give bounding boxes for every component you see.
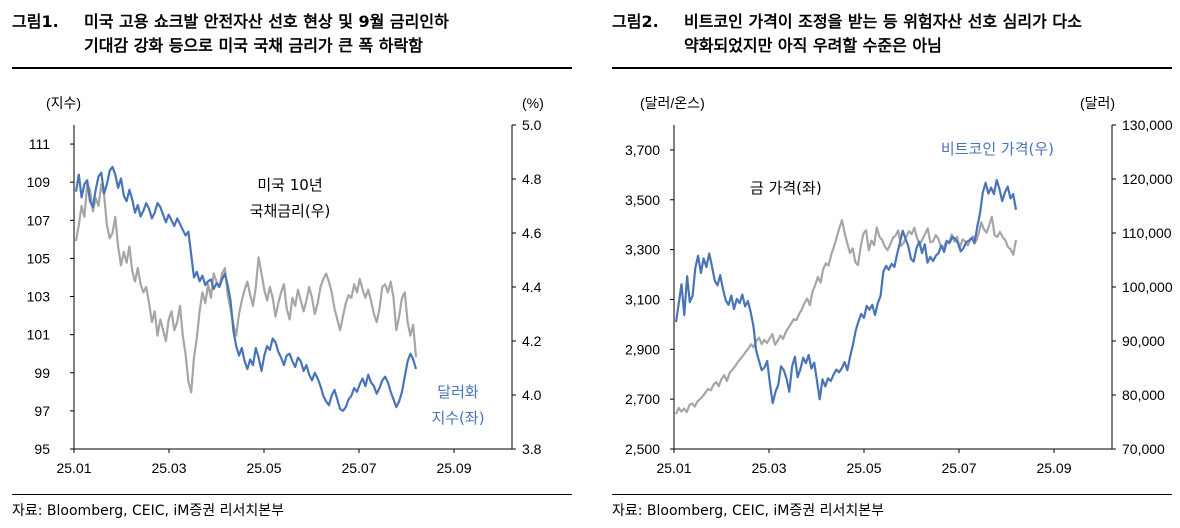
chart2-left-tick-label: 3,100 (625, 291, 660, 307)
figure-2-top-rule (612, 67, 1172, 69)
chart2-left-tick-label: 3,500 (625, 192, 660, 208)
chart1-right-unit: (%) (522, 95, 544, 111)
chart1-right-tick-label: 4.0 (522, 387, 542, 403)
chart1-left-tick-label: 95 (34, 441, 50, 457)
chart2-left-tick-label: 2,700 (625, 391, 660, 407)
chart2-left-tick-label: 3,700 (625, 142, 660, 158)
figure-2-bottom-rule (612, 494, 1172, 495)
chart1-right-tick-label: 5.0 (522, 117, 542, 133)
chart1-left-tick-label: 103 (27, 289, 51, 305)
chart2-right-tick-label: 80,000 (1122, 387, 1165, 403)
chart2-right-tick-label: 90,000 (1122, 333, 1165, 349)
chart1-x-tick-label: 25.01 (56, 460, 91, 476)
chart2-series-label-1-line1: 비트코인 가격(우) (941, 140, 1054, 158)
chart1-x-tick-label: 25.03 (151, 460, 186, 476)
figure-1-label: 그림1. (12, 12, 59, 31)
chart1-left-tick-label: 97 (34, 403, 50, 419)
chart2-x-tick-label: 25.03 (751, 460, 786, 476)
figure-1-panel: 그림1. 미국 고용 쇼크발 안전자산 선호 현상 및 9월 금리인하 기대감 강… (0, 0, 578, 528)
chart1-right-tick-label: 4.6 (522, 225, 542, 241)
chart1-left-tick-label: 99 (34, 365, 50, 381)
chart2-right-tick-label: 110,000 (1122, 225, 1172, 241)
chart1-left-tick-label: 105 (27, 250, 51, 266)
chart1-right-tick-label: 3.8 (522, 441, 542, 457)
figure-1-title-line2: 기대감 강화 등으로 미국 국채 금리가 큰 폭 하락함 (84, 36, 423, 55)
figure-2-label: 그림2. (612, 12, 659, 31)
figure-1-source: 자료: Bloomberg, CEIC, iM증권 리서치본부 (12, 503, 284, 519)
chart2-series-label-2-line1: 금 가격(좌) (750, 179, 822, 197)
figure-2-title-line2: 약화되었지만 아직 우려할 수준은 아님 (684, 36, 942, 55)
chart2-right-tick-label: 130,000 (1122, 117, 1173, 133)
chart2-x-tick-label: 25.01 (656, 460, 691, 476)
figure-1-bottom-rule (12, 494, 572, 495)
chart1-right-tick-label: 4.2 (522, 333, 542, 349)
chart1-x-tick-label: 25.09 (436, 460, 471, 476)
chart1-x-tick-label: 25.07 (341, 460, 376, 476)
chart2-right-unit: (달러) (1080, 95, 1115, 111)
chart2-right-tick-label: 100,000 (1122, 279, 1173, 295)
figure-2-source: 자료: Bloomberg, CEIC, iM증권 리서치본부 (612, 503, 884, 519)
chart1-series-gray-line (74, 183, 418, 394)
figure-1-title-line1: 미국 고용 쇼크발 안전자산 선호 현상 및 9월 금리인하 (84, 12, 449, 31)
figure-1-top-rule (12, 67, 572, 69)
chart1-right-tick-label: 4.8 (522, 171, 542, 187)
chart2-left-unit: (달러/온스) (640, 95, 705, 111)
chart1-series-label-1-line2: 지수(좌) (431, 409, 484, 427)
chart2-left-tick-label: 3,300 (625, 242, 660, 258)
chart1-x-tick-label: 25.05 (246, 460, 281, 476)
chart1-left-tick-label: 111 (29, 136, 50, 152)
chart2-left-tick-label: 2,900 (625, 341, 660, 357)
figure-2-title-line1: 비트코인 가격이 조정을 받는 등 위험자산 선호 심리가 다소 (684, 12, 1082, 31)
chart2-x-tick-label: 25.05 (846, 460, 881, 476)
figure-2-panel: 그림2. 비트코인 가격이 조정을 받는 등 위험자산 선호 심리가 다소 약화되… (600, 0, 1180, 528)
chart1-series-label-1-line1: 달러화 (437, 383, 479, 401)
chart2-x-tick-label: 25.09 (1036, 460, 1071, 476)
figure-1-title: 그림1. 미국 고용 쇼크발 안전자산 선호 현상 및 9월 금리인하 기대감 강… (12, 10, 449, 58)
chart2-x-tick-label: 25.07 (941, 460, 976, 476)
chart1-left-tick-label: 107 (27, 212, 51, 228)
chart1-right-tick-label: 4.4 (522, 279, 542, 295)
chart2-series-blue-line (674, 179, 1018, 405)
figure-1-chart: 111 109 107 105 103 101 99 97 95 5.0 4.8 4.6 4.4 4.2 4… (27, 95, 544, 476)
chart1-left-unit: (지수) (46, 95, 81, 111)
chart2-left-tick-label: 2,500 (625, 441, 660, 457)
chart1-series-label-2-line1: 미국 10년 (257, 176, 322, 194)
chart2-right-tick-label: 70,000 (1122, 441, 1165, 457)
chart1-left-tick-label: 109 (27, 174, 51, 190)
chart1-left-tick-label: 101 (27, 327, 51, 343)
figure-2-chart: 3,700 3,500 3,300 3,100 2,900 2,700 2,500 130,0… (625, 95, 1173, 476)
chart1-series-blue-line (74, 165, 418, 412)
figure-2-title: 그림2. 비트코인 가격이 조정을 받는 등 위험자산 선호 심리가 다소 약화되… (612, 10, 1082, 58)
chart1-series-label-2-line2: 국채금리(우) (250, 202, 331, 220)
chart2-right-tick-label: 120,000 (1122, 171, 1173, 187)
